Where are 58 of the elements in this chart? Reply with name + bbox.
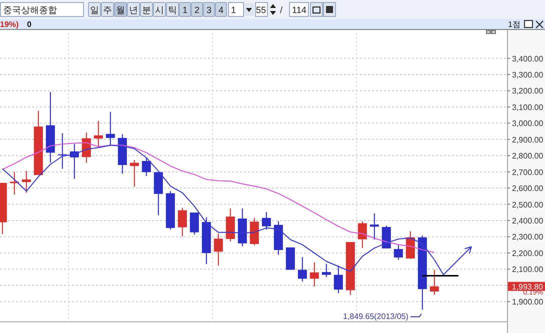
candlestick xyxy=(322,263,331,278)
text: 시 xyxy=(155,5,164,15)
text: 3 xyxy=(206,5,212,15)
text: 1,993.80 xyxy=(512,282,544,292)
candlestick xyxy=(394,244,403,260)
candlestick xyxy=(178,207,187,237)
text: 1점 xyxy=(508,20,520,29)
candlestick xyxy=(406,230,415,260)
text: 년 xyxy=(129,5,138,15)
annotation: 1,849.65(2013/05) xyxy=(343,312,409,321)
candlestick xyxy=(154,172,163,216)
text: 4 xyxy=(218,5,224,15)
text: 2 xyxy=(194,5,200,15)
text: 0 xyxy=(27,20,32,29)
y-tick-label: 1,900.00 xyxy=(512,298,544,307)
candlestick xyxy=(286,246,295,270)
candlestick xyxy=(310,262,319,288)
y-tick-label: 2,600.00 xyxy=(512,184,544,194)
y-tick-label: 3,300.00 xyxy=(512,70,544,80)
y-tick-label: 2,800.00 xyxy=(512,152,544,161)
y-tick-label: 2,700.00 xyxy=(512,168,544,177)
y-tick-label: 3,400.00 xyxy=(512,54,544,64)
candlestick xyxy=(226,208,235,242)
y-tick-label: 3,200.00 xyxy=(512,86,544,96)
candlestick xyxy=(250,217,259,246)
candlestick xyxy=(334,265,343,294)
candlestick xyxy=(358,220,367,249)
candlestick xyxy=(106,111,115,146)
candlestick xyxy=(130,159,139,188)
candlestick xyxy=(370,213,379,240)
y-tick-label: 3,000.00 xyxy=(512,119,544,128)
candlestick xyxy=(262,211,271,230)
text: 월 xyxy=(116,5,125,15)
y-tick-label: 2,300.00 xyxy=(512,232,544,242)
y-tick-label: 3,100.00 xyxy=(512,102,544,112)
text: 1 xyxy=(182,5,188,15)
text: 55 xyxy=(256,5,266,15)
text: 틱 xyxy=(168,5,177,15)
y-tick-label: 2,100.00 xyxy=(512,265,544,274)
text: 분 xyxy=(142,5,151,15)
text: 19%) xyxy=(0,20,20,29)
candlestick xyxy=(22,170,31,194)
candlestick xyxy=(142,157,151,177)
y-tick-label: 2,900.00 xyxy=(512,135,544,144)
candlestick xyxy=(214,233,223,266)
text: 주 xyxy=(103,5,112,15)
candlestick xyxy=(430,269,439,296)
text: / xyxy=(280,5,283,15)
text: 114 xyxy=(292,5,306,15)
y-tick-label: 2,400.00 xyxy=(512,216,544,226)
y-tick-label: 2,200.00 xyxy=(512,248,544,258)
candlestick xyxy=(190,212,199,236)
candlestick xyxy=(94,120,103,148)
text: 일 xyxy=(90,5,99,15)
y-tick-label: 2,500.00 xyxy=(512,200,544,210)
candlestick xyxy=(298,256,307,282)
text: 1 xyxy=(231,5,236,15)
chart-title: 중국상해종합 xyxy=(3,5,57,15)
